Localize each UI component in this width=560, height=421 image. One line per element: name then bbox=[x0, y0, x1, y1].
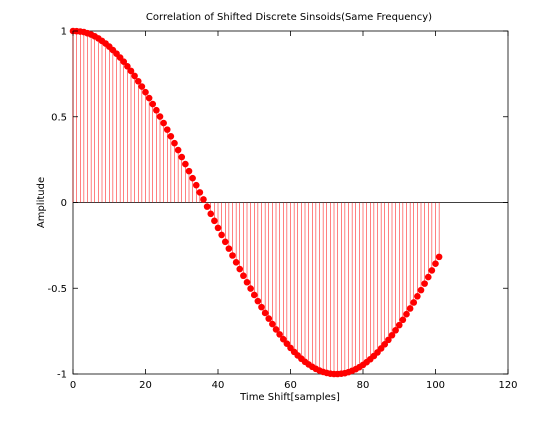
chart-title: Correlation of Shifted Discrete Sinsoids… bbox=[146, 12, 432, 23]
stem-marker bbox=[388, 331, 396, 339]
y-tick-label: 0 bbox=[61, 198, 67, 209]
stem-marker bbox=[218, 231, 225, 239]
stem-marker bbox=[258, 303, 265, 311]
stem-marker bbox=[124, 63, 131, 70]
y-tick-label: -1 bbox=[57, 370, 67, 381]
y-tick-label: 1 bbox=[61, 27, 67, 38]
stem-marker bbox=[163, 126, 171, 133]
stem-marker bbox=[229, 252, 236, 259]
stem-marker bbox=[395, 321, 403, 329]
stem-marker bbox=[279, 335, 287, 343]
stem-marker bbox=[276, 331, 283, 338]
stem-marker bbox=[174, 146, 182, 154]
stem-marker bbox=[149, 100, 157, 108]
x-tick-label: 100 bbox=[426, 380, 445, 391]
stem-marker bbox=[185, 167, 193, 175]
y-axis-label: Amplitude bbox=[36, 177, 47, 228]
stem-marker bbox=[160, 119, 167, 127]
x-tick-label: 40 bbox=[212, 380, 225, 391]
stem-marker bbox=[156, 113, 164, 120]
x-tick-label: 60 bbox=[284, 380, 297, 391]
stem-marker bbox=[247, 285, 254, 292]
stem-marker bbox=[240, 272, 247, 280]
stem-marker bbox=[192, 181, 200, 189]
stem-marker bbox=[211, 217, 218, 225]
stem-marker bbox=[131, 72, 138, 80]
y-tick-label: 0.5 bbox=[51, 112, 67, 123]
stem-marker bbox=[236, 265, 244, 273]
stem-marker bbox=[261, 309, 269, 317]
stem-marker bbox=[203, 203, 211, 210]
stem-marker bbox=[207, 210, 215, 218]
stem-marker bbox=[406, 305, 414, 312]
stem-marker bbox=[410, 299, 418, 306]
stem-marker bbox=[120, 58, 128, 65]
stem-marker bbox=[142, 88, 149, 96]
stem-marker bbox=[138, 83, 146, 90]
stem-marker bbox=[214, 224, 222, 232]
stem-marker bbox=[385, 336, 392, 344]
stem-marker bbox=[428, 267, 436, 274]
stem-marker bbox=[200, 196, 207, 203]
stem-markers bbox=[69, 27, 443, 378]
stem-marker bbox=[153, 106, 160, 114]
stem-marker bbox=[196, 189, 204, 196]
stem-marker bbox=[250, 291, 258, 299]
stem-marker bbox=[178, 153, 186, 161]
x-tick-label: 20 bbox=[139, 380, 152, 391]
stem-marker bbox=[189, 174, 196, 182]
stem-marker bbox=[265, 315, 273, 322]
stem-marker bbox=[182, 160, 189, 168]
stem-marker bbox=[417, 286, 425, 294]
stem-marker bbox=[269, 320, 276, 328]
stem-marker bbox=[225, 245, 233, 252]
y-tick-label: -0.5 bbox=[47, 284, 67, 295]
stem-marker bbox=[232, 259, 240, 266]
stem-marker bbox=[145, 94, 153, 102]
x-axis-ticks: 0 20 40 60 80 100 120 bbox=[70, 31, 518, 391]
x-tick-label: 80 bbox=[357, 380, 370, 391]
stem-marker bbox=[221, 238, 229, 246]
stem-marker bbox=[421, 280, 428, 287]
stem-marker bbox=[381, 341, 389, 348]
x-tick-label: 0 bbox=[70, 380, 76, 391]
stem-lines bbox=[72, 31, 440, 374]
x-axis-label: Time Shift[samples] bbox=[239, 392, 340, 403]
stem-marker bbox=[403, 310, 410, 318]
stem-marker bbox=[424, 273, 432, 281]
stem-marker bbox=[171, 139, 178, 147]
y-axis-ticks: -1 -0.5 0 0.5 1 bbox=[47, 27, 508, 381]
stem-marker bbox=[432, 260, 439, 268]
x-tick-label: 120 bbox=[498, 380, 517, 391]
stem-marker bbox=[127, 67, 135, 75]
stem-marker bbox=[167, 133, 175, 140]
stem-marker bbox=[272, 326, 280, 333]
stem-marker bbox=[134, 77, 142, 85]
stem-marker bbox=[243, 278, 251, 286]
stem-marker bbox=[414, 293, 421, 300]
stem-marker bbox=[435, 253, 443, 261]
stem-marker bbox=[399, 316, 407, 324]
stem-marker bbox=[254, 297, 262, 305]
stem-marker bbox=[392, 326, 399, 334]
